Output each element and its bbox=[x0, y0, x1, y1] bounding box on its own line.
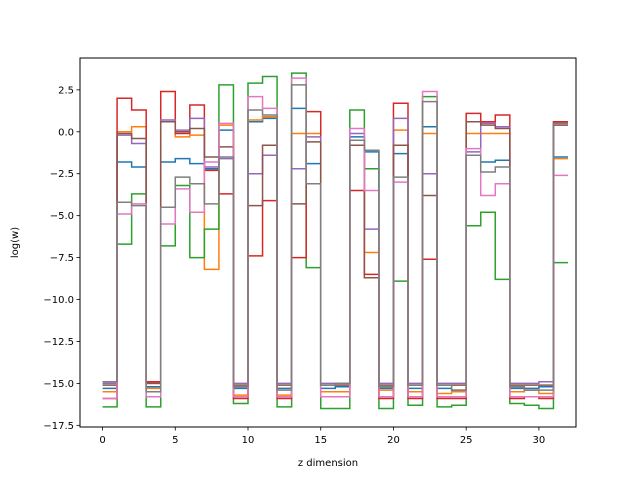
y-tick-label: −5.0 bbox=[50, 211, 74, 222]
x-tick-label: 15 bbox=[314, 435, 327, 446]
x-tick-label: 10 bbox=[242, 435, 255, 446]
series-line-6 bbox=[102, 120, 568, 386]
series-layer bbox=[102, 72, 568, 410]
series-line-2 bbox=[102, 115, 568, 396]
y-tick-label: −7.5 bbox=[50, 253, 74, 264]
y-tick-label: −12.5 bbox=[43, 337, 74, 348]
x-tick-label: 5 bbox=[172, 435, 178, 446]
series-line-3 bbox=[102, 72, 568, 410]
x-axis-label: z dimension bbox=[298, 458, 358, 469]
y-tick-label: −10.0 bbox=[43, 295, 74, 306]
y-tick-label: −17.5 bbox=[43, 421, 74, 432]
y-tick-label: 2.5 bbox=[58, 85, 74, 96]
y-axis-ticks: 2.5 0.0 −2.5 −5.0 −7.5 −10.0 −12.5 −15.0 −17.5 bbox=[43, 85, 80, 432]
y-tick-label: −15.0 bbox=[43, 379, 74, 390]
series-line-5 bbox=[102, 117, 568, 385]
x-tick-label: 20 bbox=[387, 435, 400, 446]
y-tick-label: 0.0 bbox=[58, 127, 74, 138]
plot-area-frame bbox=[79, 57, 577, 428]
y-axis-label: log(w) bbox=[10, 227, 21, 258]
series-line-8 bbox=[102, 84, 568, 393]
x-axis-ticks: 0 5 10 15 20 25 30 bbox=[99, 427, 545, 446]
y-tick-label: −2.5 bbox=[50, 169, 74, 180]
x-tick-label: 0 bbox=[99, 435, 105, 446]
x-tick-label: 30 bbox=[533, 435, 546, 446]
series-line-4 bbox=[102, 90, 568, 400]
x-tick-label: 25 bbox=[460, 435, 473, 446]
series-line-1 bbox=[102, 107, 568, 391]
